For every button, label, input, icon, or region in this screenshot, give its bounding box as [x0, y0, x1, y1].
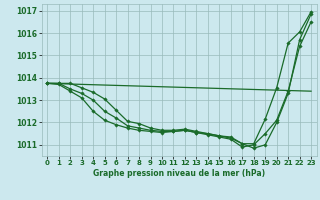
- X-axis label: Graphe pression niveau de la mer (hPa): Graphe pression niveau de la mer (hPa): [93, 169, 265, 178]
